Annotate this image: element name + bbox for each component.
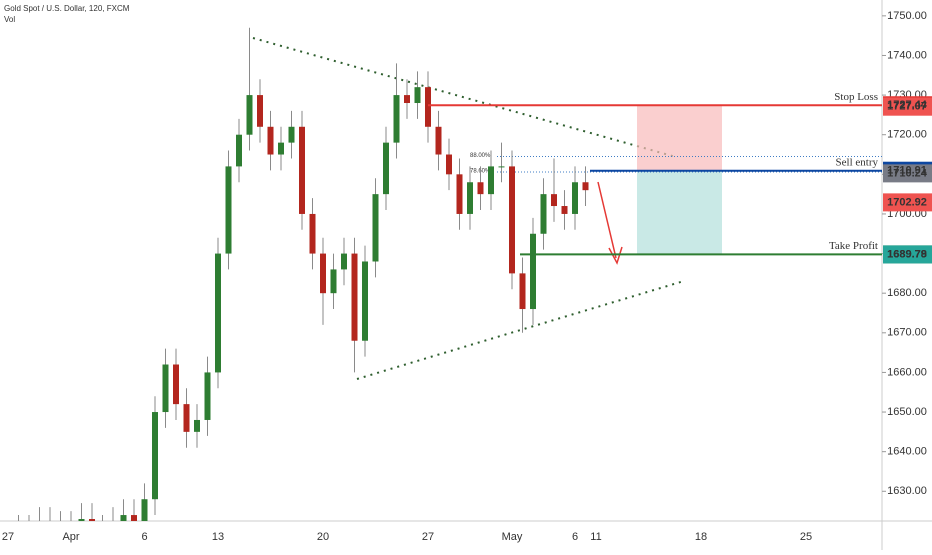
level-label: Stop Loss xyxy=(834,91,878,103)
candle-body xyxy=(456,174,463,214)
candle-body xyxy=(131,515,137,521)
price-badge-label: 1702.92 xyxy=(887,196,927,208)
level-label: Take Profit xyxy=(829,240,878,252)
plot-area: 88.00%78.60% xyxy=(18,27,882,521)
y-tick-label: 1720.00 xyxy=(887,129,927,141)
x-tick-label: 20 xyxy=(317,531,329,543)
candle-body xyxy=(278,142,284,155)
arrow-head xyxy=(608,246,623,265)
price-badge xyxy=(883,164,932,183)
candle-body xyxy=(89,519,95,521)
reward-zone xyxy=(637,170,722,255)
candle-body xyxy=(341,253,347,270)
fib-label: 88.00% xyxy=(470,153,491,159)
candle-body xyxy=(509,166,515,274)
price-badge-label: 1689.78 xyxy=(887,248,927,260)
candle-body xyxy=(404,95,410,104)
price-badge-label: 1710.91 xyxy=(887,165,927,177)
candle-body xyxy=(152,412,158,500)
candle-body xyxy=(173,364,179,405)
candle-body xyxy=(414,87,421,104)
y-tick-label: 1650.00 xyxy=(887,406,927,418)
risk-zone xyxy=(637,105,722,171)
candle-body xyxy=(309,213,316,254)
candle-body xyxy=(288,126,295,143)
candle-body xyxy=(467,182,473,214)
candle-body xyxy=(477,182,484,195)
price-badge xyxy=(883,97,932,116)
level-label: Sell entry xyxy=(836,156,879,168)
candle-body xyxy=(299,126,305,214)
x-tick-label: 6 xyxy=(141,531,147,543)
x-tick-label: 27 xyxy=(2,531,14,543)
candle-body xyxy=(530,233,536,310)
x-tick-label: May xyxy=(502,531,523,543)
x-tick-label: 27 xyxy=(422,531,434,543)
candle-body xyxy=(267,126,274,155)
candle-body xyxy=(383,142,389,195)
candle-body xyxy=(141,499,148,521)
y-tick-label: 1630.00 xyxy=(887,485,927,497)
y-tick-label: 1680.00 xyxy=(887,287,927,299)
candle-body xyxy=(162,364,169,413)
y-tick-label: 1640.00 xyxy=(887,446,927,458)
y-tick-label: 1740.00 xyxy=(887,49,927,61)
candle-body xyxy=(236,134,242,167)
candle-body xyxy=(330,269,337,294)
candle-body xyxy=(446,154,452,175)
candle-body xyxy=(561,206,568,214)
triangle-lower xyxy=(356,280,685,380)
x-tick-label: 11 xyxy=(590,531,601,543)
price-badge-label: 1727.44 xyxy=(887,99,928,111)
candle-body xyxy=(246,95,253,135)
candle-body xyxy=(372,194,379,262)
candle-body xyxy=(519,273,526,310)
price-badge-label: 1689.79 xyxy=(887,248,927,260)
y-tick-label: 1660.00 xyxy=(887,366,927,378)
candle-body xyxy=(393,95,400,143)
price-badge xyxy=(883,193,932,212)
candle-body xyxy=(551,194,557,207)
arrow-shaft xyxy=(597,181,617,259)
y-tick-label: 1750.00 xyxy=(887,10,927,22)
candle-body xyxy=(204,372,211,420)
x-tick-label: Apr xyxy=(62,531,79,543)
candle-body xyxy=(257,95,263,127)
candle-body xyxy=(194,419,200,432)
candle-body xyxy=(435,126,442,155)
price-badge-label: 1727.07 xyxy=(887,101,927,113)
candle-body xyxy=(120,515,127,521)
candle-body xyxy=(320,253,326,294)
chart-title: Gold Spot / U.S. Dollar, 120, FXCM xyxy=(4,4,130,13)
x-tick-label: 18 xyxy=(695,531,707,543)
x-tick-label: 25 xyxy=(800,531,812,543)
x-tick-label: 6 xyxy=(572,531,578,543)
candle-body xyxy=(540,194,547,234)
price-badge xyxy=(883,245,932,264)
volume-label: Vol xyxy=(4,15,15,24)
candle-body xyxy=(572,182,578,214)
candle-body xyxy=(362,261,368,341)
candle-body xyxy=(183,404,190,432)
price-badge-label: 1710.24 xyxy=(887,167,928,179)
y-tick-label: 1670.00 xyxy=(887,327,927,339)
candle-body xyxy=(582,182,589,191)
candle-body xyxy=(215,253,221,373)
candle-body xyxy=(498,166,505,168)
candle-body xyxy=(488,166,494,195)
candle-body xyxy=(425,87,431,127)
candle-body xyxy=(225,166,232,254)
candle-body xyxy=(351,253,358,341)
x-tick-label: 13 xyxy=(212,531,224,543)
candle-body xyxy=(78,519,85,521)
